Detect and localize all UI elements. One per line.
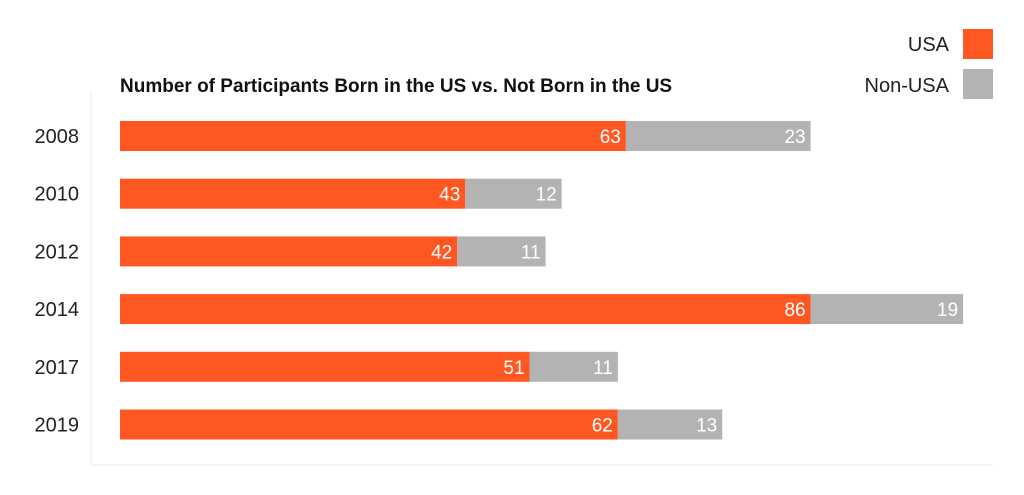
chart-title: Number of Participants Born in the US vs… <box>120 76 672 97</box>
bar-non-usa-2017 <box>529 351 618 382</box>
category-label-2012: 2012 <box>35 241 80 263</box>
bar-usa-2010 <box>120 178 466 209</box>
category-label-2014: 2014 <box>35 299 80 321</box>
value-label-non-usa-2008: 23 <box>784 127 805 148</box>
value-label-usa-2019: 62 <box>592 416 613 437</box>
legend-label-usa: USA <box>908 34 950 56</box>
bar-usa-2008 <box>120 121 626 151</box>
value-label-non-usa-2014: 19 <box>937 300 958 321</box>
category-label-2010: 2010 <box>35 184 80 206</box>
value-label-usa-2014: 86 <box>784 300 805 321</box>
bar-non-usa-2019 <box>617 409 723 440</box>
value-label-non-usa-2010: 12 <box>536 185 557 206</box>
bar-non-usa-2008 <box>625 121 811 151</box>
legend-swatch-usa <box>963 29 993 59</box>
bar-usa-2014 <box>120 294 811 325</box>
legend-swatch-non-usa <box>963 69 993 99</box>
legend: USA Non-USA <box>865 29 993 99</box>
value-label-usa-2012: 42 <box>431 242 452 263</box>
bar-usa-2017 <box>120 351 530 382</box>
value-label-usa-2008: 63 <box>600 127 621 148</box>
bar-non-usa-2014 <box>810 294 964 325</box>
category-label-2008: 2008 <box>35 126 80 148</box>
value-label-non-usa-2019: 13 <box>696 416 717 437</box>
value-label-usa-2017: 51 <box>503 358 524 379</box>
category-label-2017: 2017 <box>35 357 80 379</box>
bar-usa-2012 <box>120 236 458 267</box>
category-labels: 2008 2010 2012 2014 2017 2019 <box>35 126 80 437</box>
value-label-usa-2010: 43 <box>439 185 460 206</box>
value-label-non-usa-2012: 11 <box>521 242 541 263</box>
value-labels: 63 23 43 12 42 11 86 19 51 11 62 13 <box>431 127 958 437</box>
category-label-2019: 2019 <box>35 415 80 437</box>
bar-usa-2019 <box>120 409 618 440</box>
value-label-non-usa-2017: 11 <box>593 358 613 379</box>
bar-non-usa-2010 <box>465 178 562 209</box>
legend-label-non-usa: Non-USA <box>865 75 950 97</box>
bar-non-usa-2012 <box>457 236 546 267</box>
bars <box>120 121 964 440</box>
